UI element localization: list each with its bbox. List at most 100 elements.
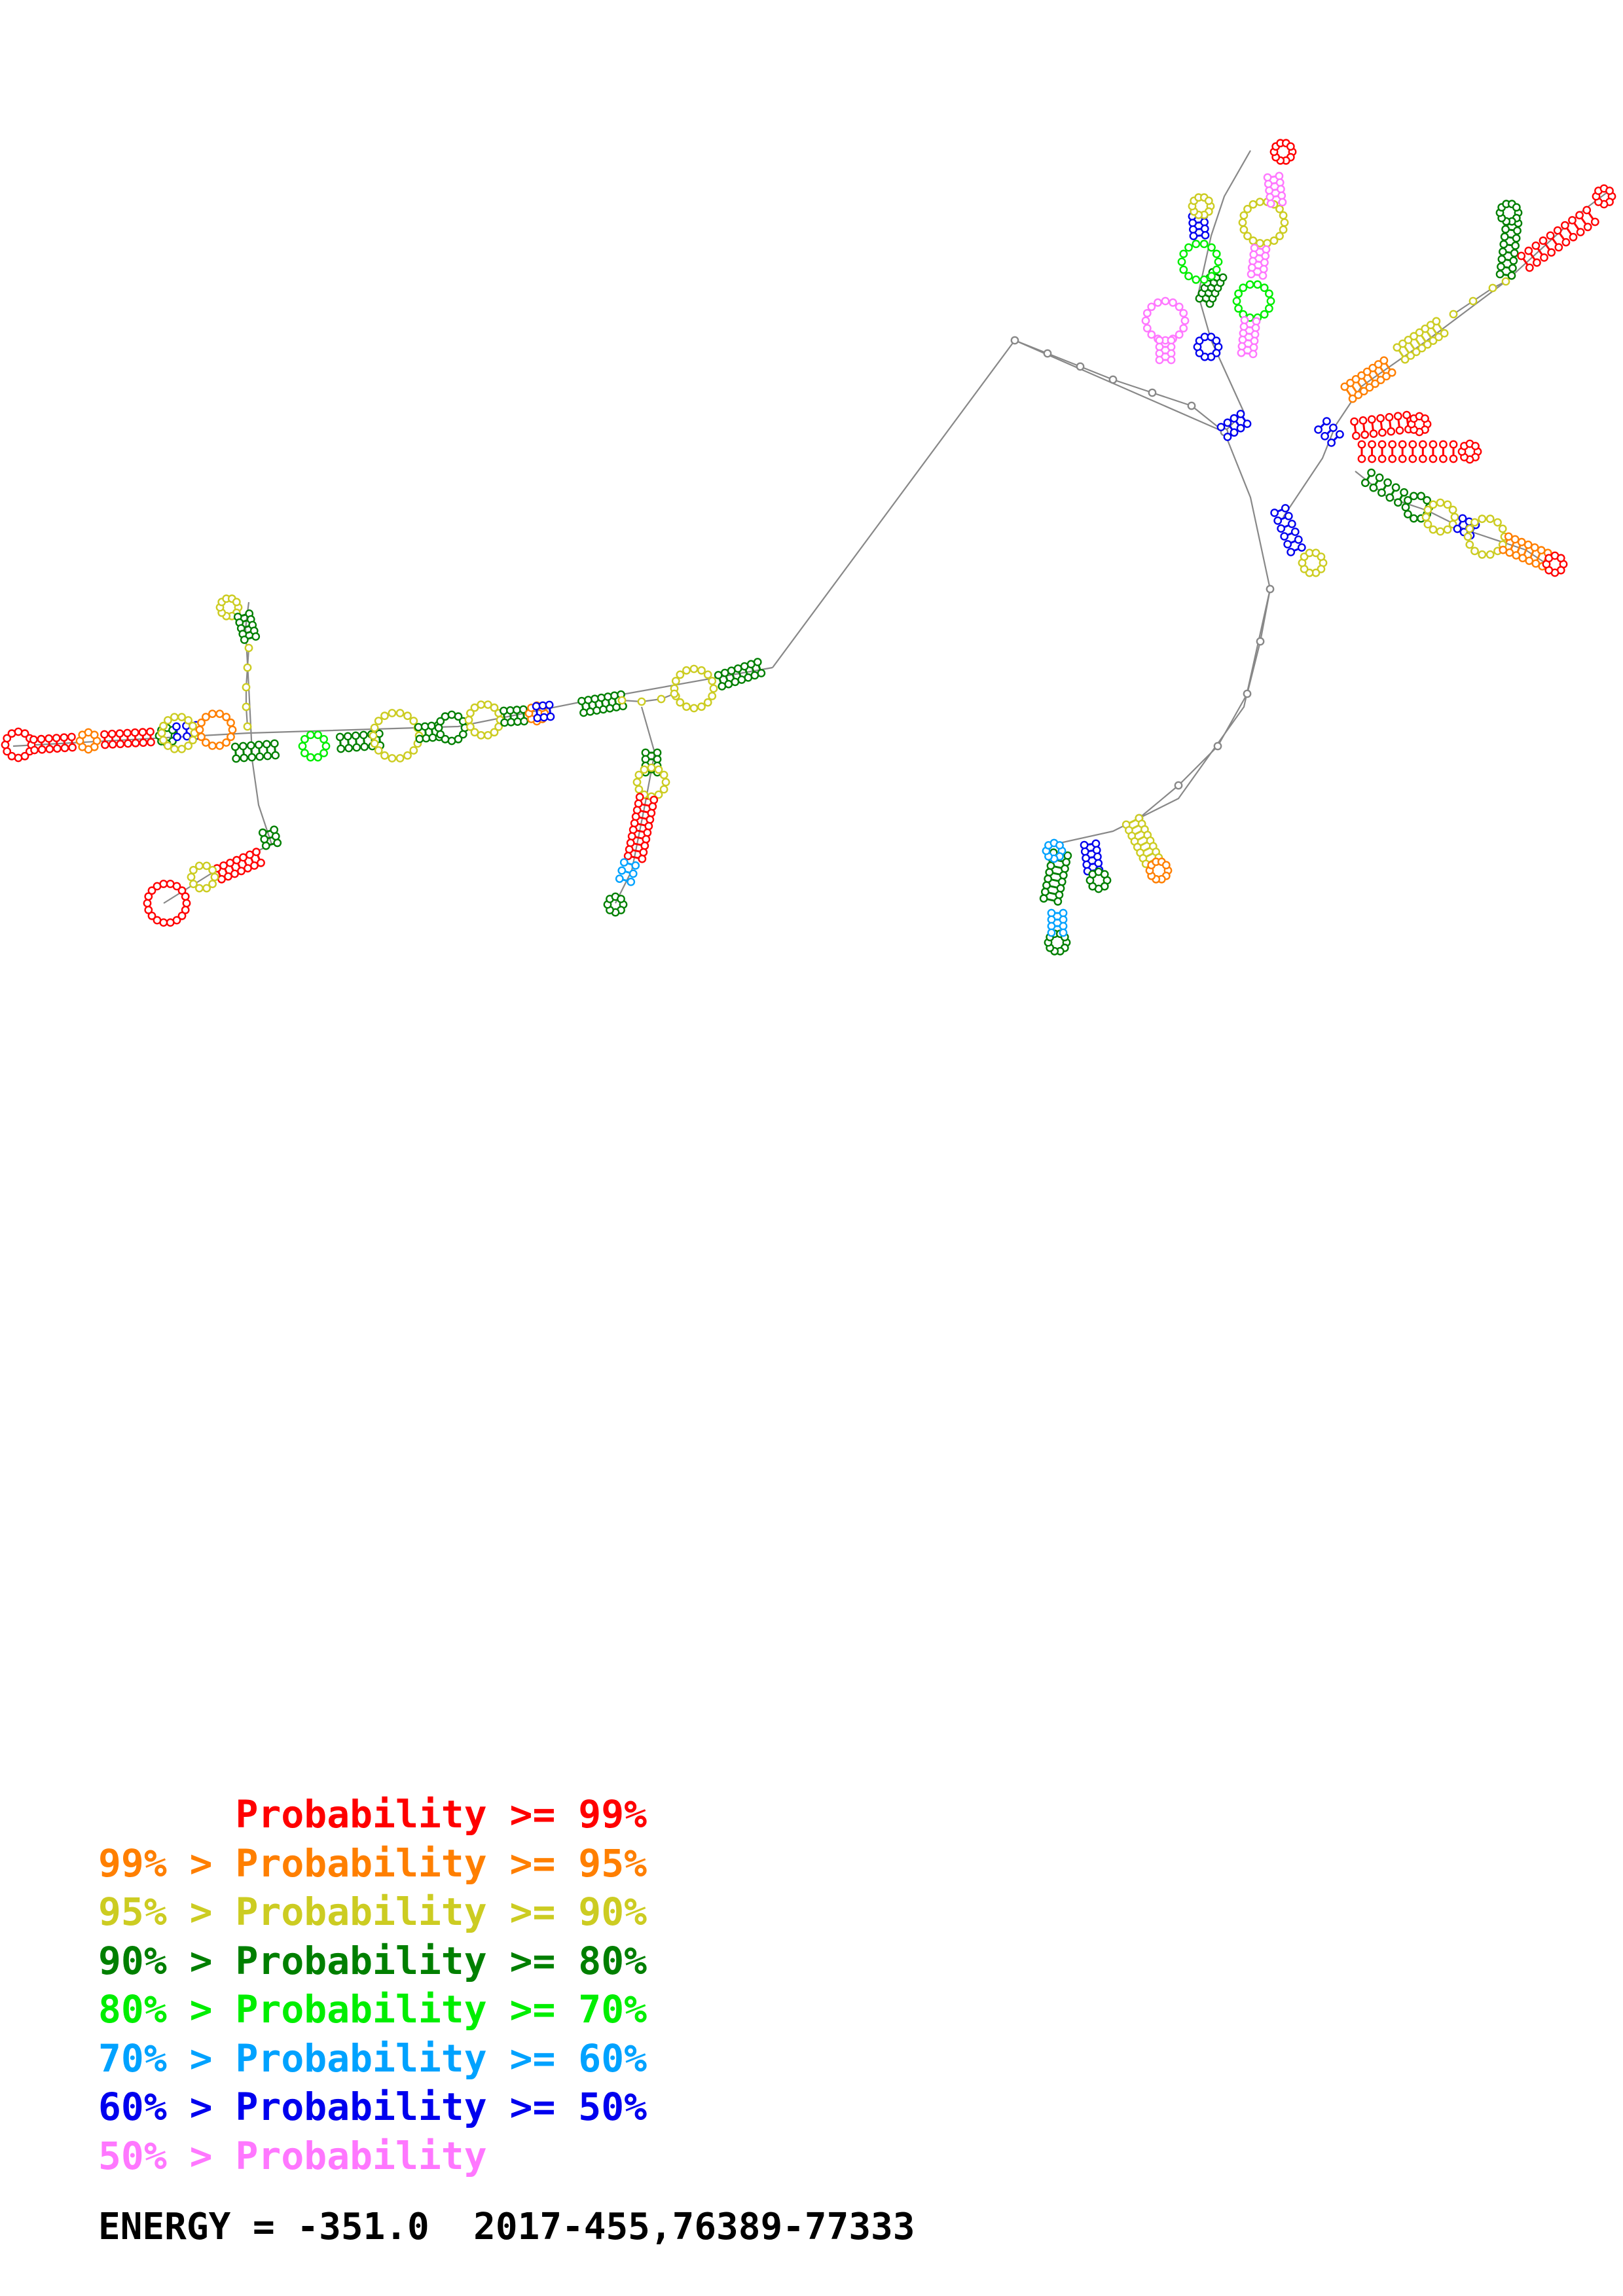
left-hairpin-base [1,740,10,749]
rs-stem-6-base [1539,236,1548,245]
rs-stem-7-base [1385,413,1394,422]
rs-stem-4-base [1417,344,1427,353]
mid-branch-stem-2-base [644,821,653,831]
ur-stem-5-base [1250,336,1259,346]
left-hairpin-base [20,729,29,738]
ur-stem-5-base [1249,350,1258,359]
mid-branch-stem-2-base [643,828,652,837]
lower-left-internal-base [210,872,219,882]
lr-stem-1-base [1053,897,1063,906]
rs-stem-6-base [1531,241,1541,250]
lr-stem-1-base [1042,881,1051,890]
mid-branch-internal-base [659,770,668,780]
top-branch-linker-base [242,702,251,711]
rs-stem-5-base [1507,271,1516,280]
rs-internal-2-base [1436,527,1445,536]
top-branch-linker-base [243,663,252,672]
lower-left-internal-base [208,866,217,874]
mid-branch-internal-base [659,785,668,794]
left-internal-4-base [380,751,389,760]
rs-stem-8-base [1429,440,1438,449]
rs-stem-8-base [1388,454,1397,463]
rs-stem-4-base [1412,348,1421,357]
left-internal-6-base [490,703,499,712]
ur-stem-5-base [1251,323,1260,332]
left-multiloop-1-base [157,728,166,738]
left-stem-2-base [139,738,148,747]
left-stem-4-base [262,740,271,749]
left-linker-1-base [670,689,679,698]
left-internal-5-base [441,734,450,744]
ur-internal-2-base [1177,257,1186,266]
rs-internal-1-base [1423,496,1432,505]
left-internal-4-base [395,709,405,717]
rs-internal-2-base [1448,505,1457,514]
left-multiloop-3-base [697,666,706,675]
rs-stem-3-base [1348,394,1357,403]
lr-stem-1-base [1044,874,1053,884]
left-hairpin-base [14,727,23,736]
rs-internal-3-base [1470,518,1479,527]
ur-stem-5-base [1239,322,1249,331]
ur-internal-5-base [1266,296,1275,306]
rs-stem-3-base [1368,363,1377,372]
rs-stem-7-base [1393,412,1402,421]
left-stem-5-base [351,731,360,740]
ur-stem-6-base [1275,178,1285,187]
rs-stem-1-base [1281,504,1290,512]
left-stem-5-base [352,743,361,752]
rs-stem-9-base [1385,493,1395,502]
left-multiloop-2-base [222,738,230,747]
lr-hairpin-2-base [1100,870,1109,879]
rs-stem-3-base [1362,367,1372,376]
ur-internal-2-base [1192,275,1201,284]
rs-stem-3-base [1359,387,1368,396]
rs-stem-3-base [1357,371,1366,380]
ur-internal-5-base [1253,280,1262,289]
top-branch-linker-base [242,683,251,692]
mid-branch-stem-2-base [634,799,643,808]
left-internal-3-base [319,749,328,758]
left-stem-2-base [138,728,147,737]
rs-internal-2-base [1450,512,1459,522]
lower-left-hairpin-base [172,882,181,891]
rs-stem-7-base [1395,426,1404,435]
rs-stem-3-base [1379,356,1389,365]
rs-stem-1-base [1273,516,1283,525]
ur-stem-2-base [1189,232,1198,240]
lower-left-hairpin-base [182,899,191,908]
left-stem-6-base [414,723,423,732]
rs-internal-2-base [1421,512,1431,522]
ur-stem-6-base [1265,186,1274,195]
left-internal-5-base [436,717,445,726]
left-stem-5-base [343,732,352,741]
rs-stem-2-base [1336,430,1344,439]
left-stem-4-base [232,754,241,763]
rs-stem-8-base [1357,454,1366,463]
lr-stem-3-base [1093,852,1102,861]
lr-stem-2-base [1047,928,1056,937]
ur-internal-3-base [1142,309,1152,317]
left-stem-5-base [344,744,354,753]
mid-branch-hairpin-base [617,895,625,903]
rs-stem-8-base [1368,454,1377,463]
sequence-region: 2017-455,76389-77333 [473,2206,915,2248]
left-multiloop-3-base [708,692,717,700]
mid-branch-stem-2-base [635,793,644,802]
mid-branch-stem-2-base [626,838,635,848]
ur-stem-base-base [1223,418,1232,427]
left-stem-4-base [271,751,280,760]
rs-stem-6-base [1524,246,1533,255]
left-multiloop-1-base [177,713,186,722]
lr-stem-1-base [1056,884,1065,893]
rs-linker-1-base [1488,283,1497,293]
ur-stem-3-base [1167,355,1176,365]
lr-stem-3-base [1082,860,1091,869]
ur-internal-4-base [1275,232,1284,240]
ur-internal-4-base [1269,236,1279,245]
left-multiloop-2-base [201,713,210,721]
left-stem-4-base [230,742,240,751]
rs-stem-2-base [1322,417,1331,425]
left-stem-2-base [100,730,109,739]
left-stem-3-base [172,722,181,731]
